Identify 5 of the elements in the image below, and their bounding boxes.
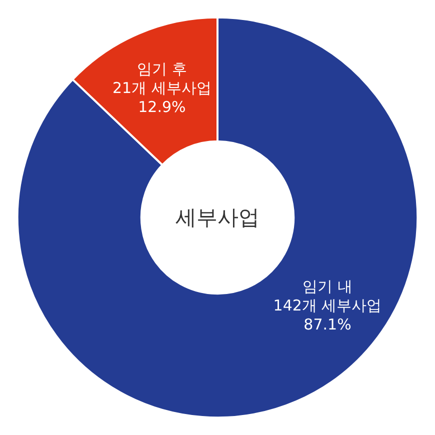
slice-label: 임기 후	[137, 60, 187, 78]
data-label: 142개 세부사업 87.1%	[273, 296, 382, 334]
text: 세부사업	[176, 206, 260, 230]
slice-label: 임기 내	[302, 277, 352, 296]
data-label: 21개 세부사업 12.9%	[112, 78, 212, 116]
